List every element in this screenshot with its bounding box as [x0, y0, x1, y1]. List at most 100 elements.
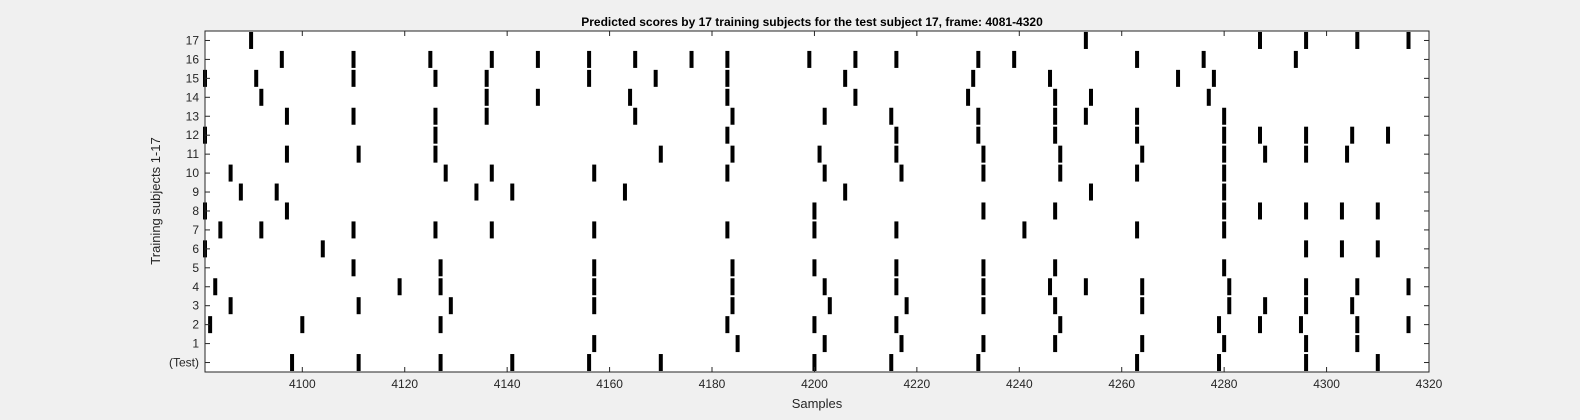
- x-tick-label: 4280: [1211, 377, 1238, 391]
- event-mark: [822, 107, 827, 125]
- event-mark: [320, 240, 325, 258]
- event-mark: [592, 335, 597, 353]
- x-tick-label: 4200: [801, 377, 828, 391]
- event-mark: [484, 107, 489, 125]
- event-mark: [1135, 221, 1140, 239]
- event-mark: [1211, 69, 1216, 87]
- event-mark: [587, 354, 592, 372]
- x-axis-ticks: 4100 4120 4140 4160 4180 4200 4220 4240 4260 4280…: [289, 31, 1443, 391]
- event-mark: [976, 126, 981, 144]
- event-mark: [981, 259, 986, 277]
- event-mark: [817, 145, 822, 163]
- event-mark: [981, 278, 986, 296]
- event-mark: [592, 278, 597, 296]
- event-mark: [510, 354, 515, 372]
- event-mark: [351, 69, 356, 87]
- event-mark: [1135, 107, 1140, 125]
- event-mark: [1222, 335, 1227, 353]
- event-mark: [592, 297, 597, 315]
- event-mark: [1375, 240, 1380, 258]
- event-mark: [981, 335, 986, 353]
- event-mark: [433, 126, 438, 144]
- event-mark: [725, 69, 730, 87]
- event-mark: [510, 183, 515, 201]
- event-mark: [428, 50, 433, 68]
- event-mark: [213, 278, 218, 296]
- event-mark: [981, 202, 986, 220]
- event-mark: [1088, 88, 1093, 106]
- event-mark: [489, 50, 494, 68]
- y-tick-label: (Test): [169, 356, 199, 370]
- event-mark: [725, 88, 730, 106]
- event-mark: [1201, 50, 1206, 68]
- event-mark: [284, 145, 289, 163]
- event-mark: [1048, 278, 1053, 296]
- y-tick-label: 5: [192, 261, 199, 275]
- event-mark: [1406, 31, 1411, 49]
- event-mark: [976, 107, 981, 125]
- event-mark: [904, 297, 909, 315]
- event-mark: [827, 297, 832, 315]
- event-mark: [1222, 107, 1227, 125]
- x-axis-label: Samples: [792, 396, 843, 411]
- event-mark: [1304, 240, 1309, 258]
- event-mark: [351, 221, 356, 239]
- event-mark: [1083, 31, 1088, 49]
- event-mark: [433, 69, 438, 87]
- event-mark: [284, 107, 289, 125]
- event-mark: [1053, 202, 1058, 220]
- event-mark: [1304, 202, 1309, 220]
- event-mark: [1298, 316, 1303, 334]
- event-mark: [822, 335, 827, 353]
- event-mark: [725, 50, 730, 68]
- event-mark: [259, 88, 264, 106]
- event-mark: [1258, 202, 1262, 220]
- event-mark: [894, 126, 899, 144]
- event-mark: [443, 164, 448, 182]
- event-mark: [1083, 107, 1088, 125]
- event-mark: [438, 259, 443, 277]
- event-mark: [812, 202, 817, 220]
- event-mark: [843, 69, 848, 87]
- event-mark: [1304, 145, 1309, 163]
- event-mark: [889, 354, 894, 372]
- x-tick-label: 4260: [1108, 377, 1135, 391]
- event-mark: [1012, 50, 1017, 68]
- event-mark: [489, 221, 494, 239]
- event-mark: [889, 107, 894, 125]
- event-mark: [633, 50, 638, 68]
- event-mark: [433, 221, 438, 239]
- event-mark: [1217, 316, 1222, 334]
- y-axis-label: Training subjects 1-17: [148, 137, 163, 264]
- event-mark: [238, 183, 243, 201]
- x-tick-label: 4140: [494, 377, 521, 391]
- event-mark: [981, 297, 986, 315]
- event-mark: [1058, 145, 1063, 163]
- event-mark: [1350, 297, 1355, 315]
- event-mark: [894, 145, 899, 163]
- event-mark: [1406, 316, 1411, 334]
- event-mark: [592, 164, 597, 182]
- event-mark: [356, 354, 361, 372]
- y-tick-label: 9: [192, 185, 199, 199]
- event-mark: [1088, 183, 1093, 201]
- event-mark: [689, 50, 694, 68]
- event-mark: [438, 278, 443, 296]
- event-mark: [1053, 107, 1058, 125]
- y-tick-label: 13: [186, 109, 200, 123]
- event-mark: [725, 316, 730, 334]
- y-tick-label: 14: [186, 90, 200, 104]
- event-mark: [433, 107, 438, 125]
- x-tick-label: 4320: [1416, 377, 1443, 391]
- event-mark: [976, 50, 981, 68]
- event-mark: [1053, 297, 1058, 315]
- event-mark: [899, 335, 904, 353]
- event-mark: [356, 145, 361, 163]
- event-mark: [535, 88, 540, 106]
- event-mark: [535, 50, 540, 68]
- event-mark: [448, 297, 453, 315]
- x-tick-label: 4240: [1006, 377, 1033, 391]
- y-tick-label: 8: [192, 204, 199, 218]
